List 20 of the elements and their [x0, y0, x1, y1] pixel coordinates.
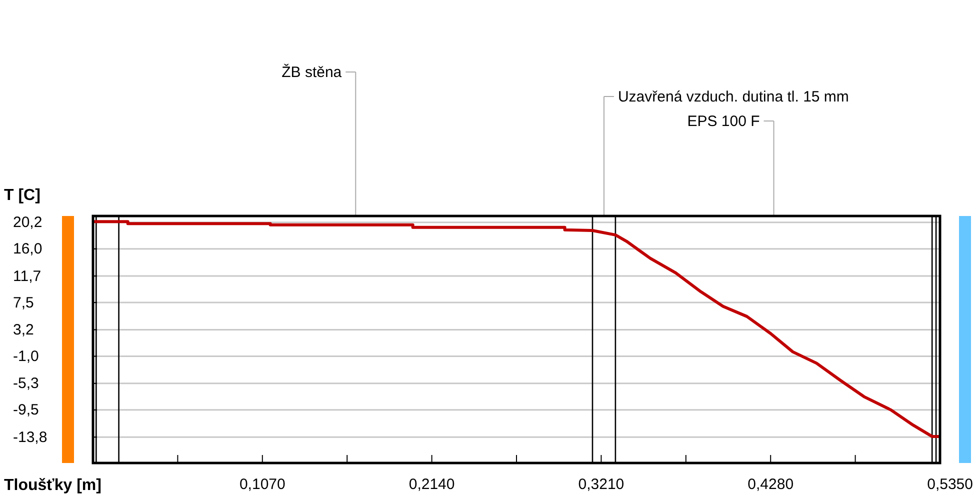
y-axis-title: T [C] — [4, 187, 40, 204]
y-tick-label: -9,5 — [13, 402, 39, 419]
x-axis-title: Tloušťky [m] — [4, 477, 102, 494]
text: Uzavřená vzduch. dutina tl. 15 mm — [618, 88, 849, 106]
x-tick-label: 0,4280 — [748, 476, 794, 493]
y-tick-label: -1,0 — [13, 348, 39, 366]
y-tick-label: -13,8 — [13, 428, 48, 446]
line-series — [92, 220, 942, 438]
y-tick-label: 20,2 — [13, 214, 42, 232]
y-tick-label: 7,5 — [13, 294, 34, 312]
y-tick-label: 11,7 — [13, 268, 42, 285]
y-tick-label: 16,0 — [13, 240, 42, 258]
text: ŽB stěna — [282, 63, 342, 81]
y-tick-label: 3,2 — [13, 322, 34, 339]
x-tick-label: 0,3210 — [578, 476, 624, 493]
y-tick-label: -5,3 — [13, 375, 39, 392]
x-tick-label: 0,2140 — [408, 476, 455, 493]
text: EPS 100 F — [687, 113, 760, 130]
x-tick-label: 0,5350 — [927, 476, 973, 493]
x-tick-label: 0,1070 — [239, 476, 286, 493]
